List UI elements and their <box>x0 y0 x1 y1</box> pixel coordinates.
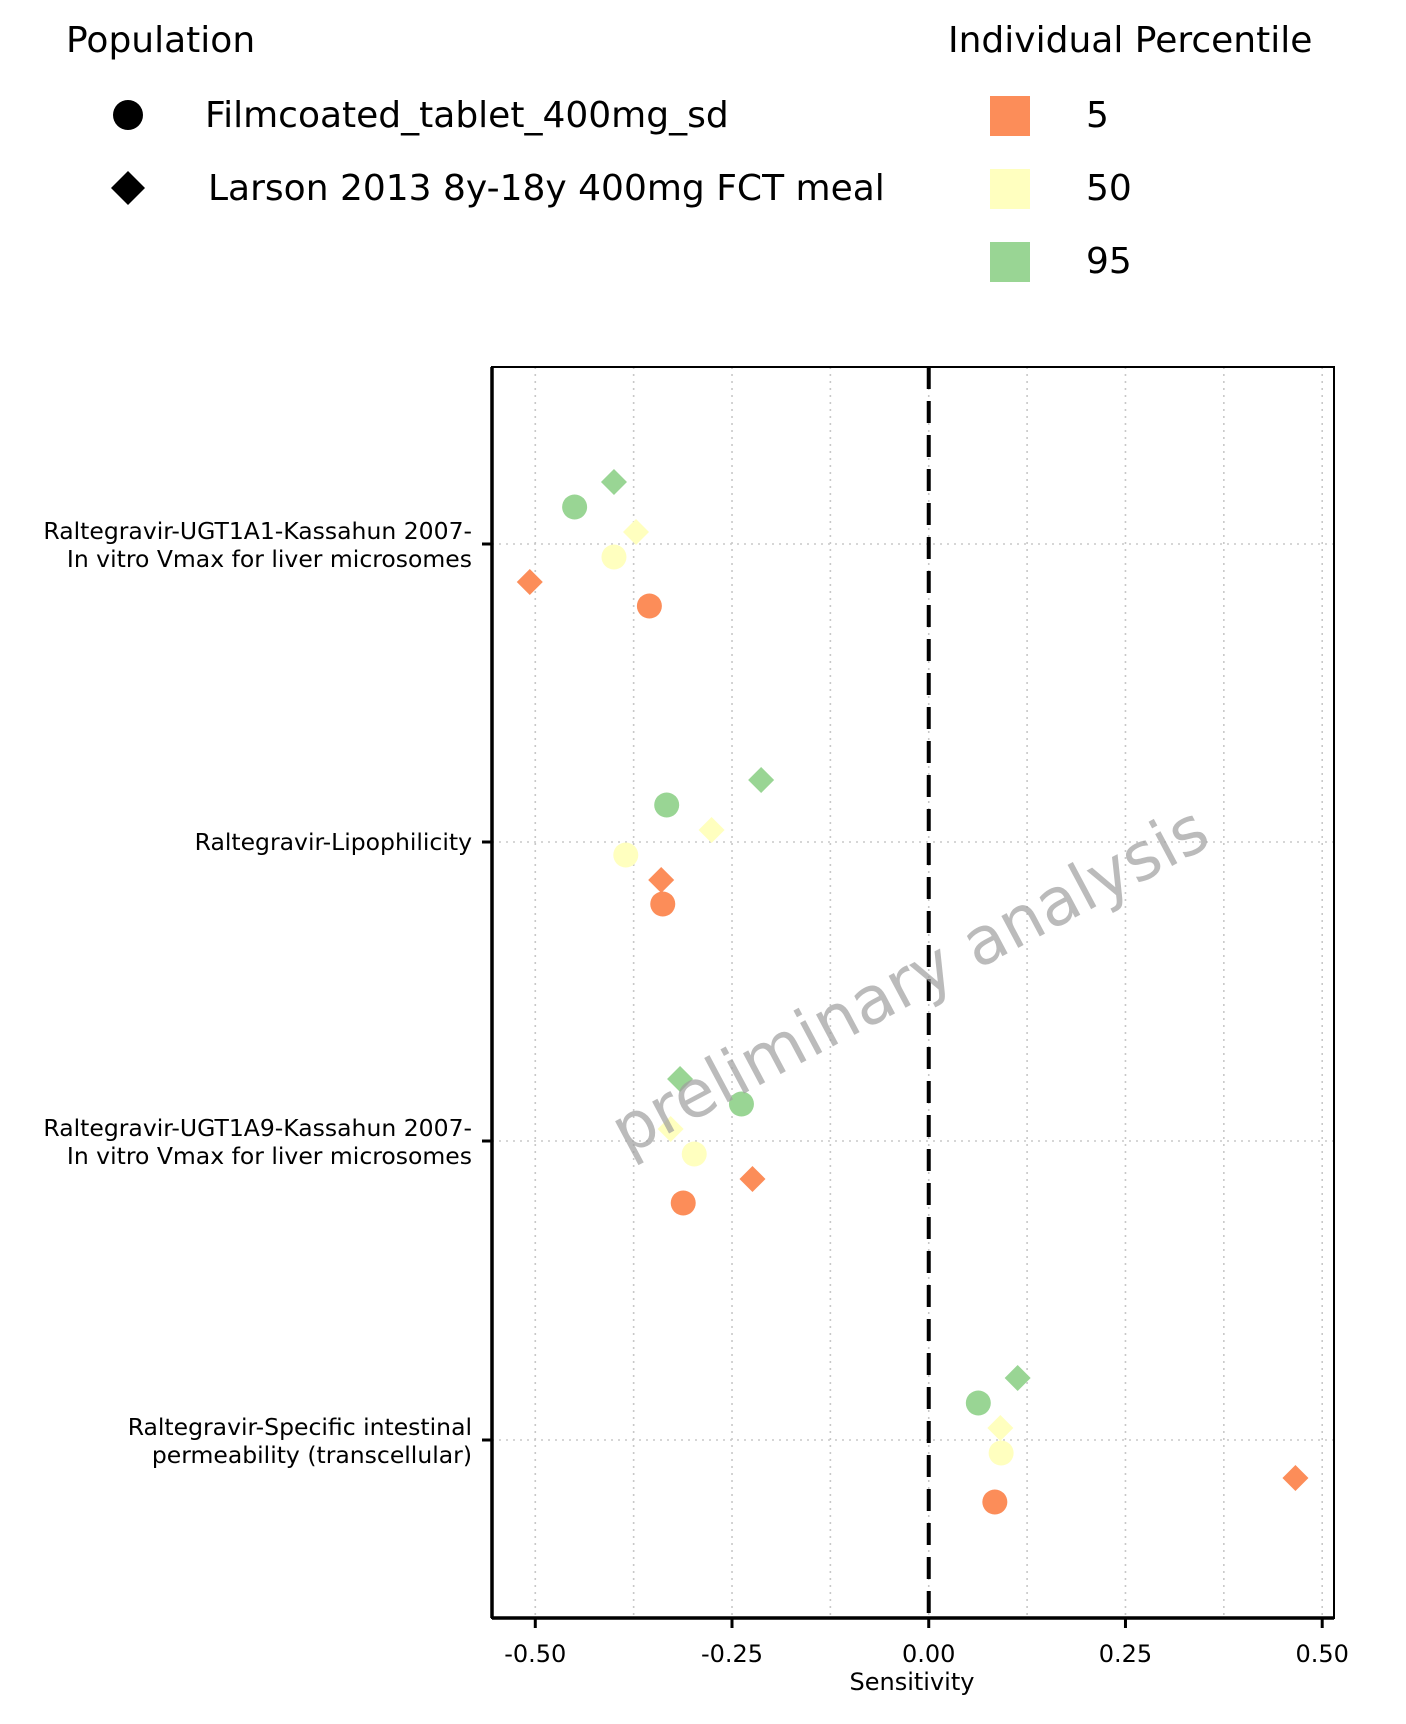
data-point-circle <box>562 494 588 520</box>
x-tick-label: 0.50 <box>1295 1640 1348 1668</box>
data-point-diamond <box>1004 1365 1031 1391</box>
y-category-label: In vitro Vmax for liver microsomes <box>67 545 472 573</box>
data-point-diamond <box>667 1066 694 1092</box>
legend-percentile-title: Individual Percentile <box>948 20 1312 61</box>
legend-population-title: Population <box>66 20 255 61</box>
y-axis-tick-labels: Raltegravir-UGT1A1-Kassahun 2007-In vitr… <box>43 517 472 1469</box>
y-category-label: permeability (transcellular) <box>152 1441 472 1469</box>
legend-population-label-1: Larson 2013 8y-18y 400mg FCT meal <box>208 168 885 209</box>
legend-percentile-label-0: 5 <box>1086 95 1109 136</box>
legend-circle-icon <box>113 100 143 130</box>
y-category-label: Raltegravir-UGT1A9-Kassahun 2007- <box>43 1114 472 1142</box>
data-point-diamond <box>987 1415 1014 1441</box>
data-point-diamond <box>657 1116 684 1142</box>
x-tick-label: 0.25 <box>1099 1640 1152 1668</box>
data-point-circle <box>654 792 680 818</box>
grid-lines <box>492 367 1334 1618</box>
data-point-circle <box>965 1390 991 1416</box>
data-point-circle <box>982 1489 1008 1515</box>
x-tick-label: -0.50 <box>504 1640 566 1668</box>
data-point-circle <box>636 593 662 619</box>
data-point-diamond <box>600 469 627 495</box>
data-point-diamond <box>648 867 675 893</box>
axes <box>482 366 1335 1628</box>
legend-population-label-0: Filmcoated_tablet_400mg_sd <box>205 95 729 136</box>
y-category-label: Raltegravir-UGT1A1-Kassahun 2007- <box>43 517 472 545</box>
data-point-circle <box>988 1440 1014 1466</box>
data-point-diamond <box>1282 1465 1309 1491</box>
legend-percentile: Individual Percentile 5 50 95 <box>948 20 1312 282</box>
data-point-diamond <box>739 1166 766 1192</box>
y-category-label: Raltegravir-Specific intestinal <box>128 1413 472 1441</box>
legend-percentile-label-2: 95 <box>1086 241 1132 282</box>
x-axis-tick-labels: -0.50 -0.25 0.00 0.25 0.50 <box>504 1640 1349 1668</box>
data-point-circle <box>601 544 627 570</box>
legend-population: Population Filmcoated_tablet_400mg_sd La… <box>66 20 885 209</box>
data-point-diamond <box>623 519 650 545</box>
legend-swatch-50 <box>990 169 1030 209</box>
data-point-diamond <box>516 569 543 595</box>
legend-percentile-label-1: 50 <box>1086 168 1132 209</box>
data-point-circle <box>728 1091 754 1117</box>
y-category-label: In vitro Vmax for liver microsomes <box>67 1142 472 1170</box>
data-point-circle <box>650 891 676 917</box>
legend-diamond-icon <box>111 171 145 205</box>
data-point-circle <box>670 1190 696 1216</box>
watermark: preliminary analysis <box>598 790 1221 1170</box>
x-tick-label: 0.00 <box>902 1640 955 1668</box>
x-tick-label: -0.25 <box>701 1640 763 1668</box>
legend-swatch-5 <box>990 96 1030 136</box>
y-category-label: Raltegravir-Lipophilicity <box>195 828 472 856</box>
data-point-circle <box>613 842 639 868</box>
data-points <box>516 469 1309 1515</box>
x-axis-title: Sensitivity <box>850 1668 975 1696</box>
data-point-diamond <box>748 767 775 793</box>
data-point-circle <box>681 1141 707 1167</box>
data-point-diamond <box>698 817 725 843</box>
legend-swatch-95 <box>990 242 1030 282</box>
